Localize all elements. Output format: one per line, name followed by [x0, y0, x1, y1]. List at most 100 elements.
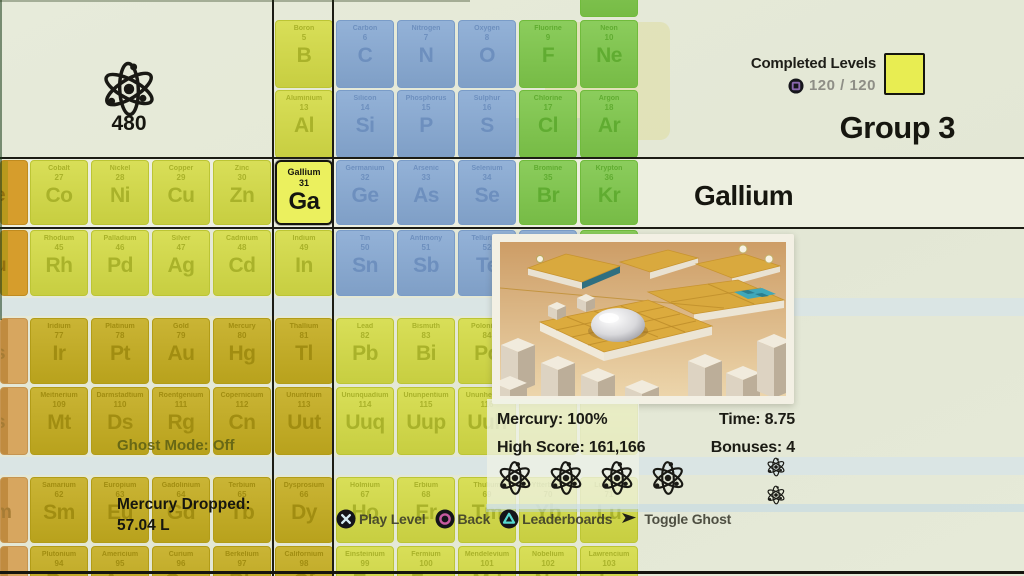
element-tile-c[interactable]: Carbon 6 C [336, 20, 394, 88]
element-tile-pd[interactable]: Palladium 46 Pd [91, 230, 149, 296]
element-tile-bi[interactable]: Bismuth 83 Bi [397, 318, 455, 384]
element-name: Gallium [287, 167, 321, 177]
element-tile-uut[interactable]: Ununtrium 113 Uut [275, 387, 333, 455]
element-tile-ga[interactable]: Gallium 31 Ga [275, 160, 333, 225]
element-symbol: N [418, 44, 434, 67]
element-tile-tb[interactable]: Terbium 65 Tb [213, 477, 271, 543]
bonus-atom-icon [766, 485, 786, 510]
element-number: 67 [360, 490, 370, 499]
element-tile-ag[interactable]: Silver 47 Ag [152, 230, 210, 296]
element-symbol: Br [536, 184, 560, 207]
element-name: Palladium [103, 235, 137, 242]
element-tile-cu[interactable]: Copper 29 Cu [152, 160, 210, 225]
element-tile-partial[interactable]: u [0, 230, 28, 296]
level-preview-scene [500, 242, 786, 396]
leaderboards-button[interactable]: Leaderboards [499, 509, 613, 529]
element-tile-al[interactable]: Aluminium 13 Al [275, 90, 333, 158]
element-tile-eu[interactable]: Europium 63 Eu [91, 477, 149, 543]
element-tile-partial[interactable]: e [0, 160, 28, 225]
element-symbol: Ag [167, 254, 196, 277]
element-tile-ge[interactable]: Germanium 32 Ge [336, 160, 394, 225]
element-number: 29 [176, 173, 186, 182]
element-symbol: Eu [107, 501, 133, 524]
element-tile-tl[interactable]: Thallium 81 Tl [275, 318, 333, 384]
element-tile-n[interactable]: Nitrogen 7 N [397, 20, 455, 88]
element-tile-zn[interactable]: Zinc 30 Zn [213, 160, 271, 225]
element-tile-hg[interactable]: Mercury 80 Hg [213, 318, 271, 384]
element-tile-kr[interactable]: Krypton 36 Kr [580, 160, 638, 225]
element-tile-partial[interactable]: m [0, 477, 28, 543]
element-tile-sb[interactable]: Antimony 51 Sb [397, 230, 455, 296]
element-tile-uup[interactable]: Ununpentium 115 Uup [397, 387, 455, 455]
element-tile-se[interactable]: Selenium 34 Se [458, 160, 516, 225]
element-tile-gd[interactable]: Gadolinium 64 Gd [152, 477, 210, 543]
element-tile-o[interactable]: Oxygen 8 O [458, 20, 516, 88]
time-stat: Time: 8.75 [719, 411, 795, 428]
element-number: 115 [419, 400, 433, 409]
prompt-label: Leaderboards [522, 511, 613, 527]
element-tile-p[interactable]: Phosphorus 15 P [397, 90, 455, 158]
bonus-atom-icon [766, 457, 786, 482]
element-tile-dy[interactable]: Dysprosium 66 Dy [275, 477, 333, 543]
element-tile-uuq[interactable]: Ununquadium 114 Uuq [336, 387, 394, 455]
selected-element-title: Gallium [694, 180, 794, 211]
element-tile-partial[interactable]: s [0, 318, 28, 384]
element-symbol: Ni [110, 184, 131, 207]
play-level-button[interactable]: Play Level [336, 509, 426, 529]
element-symbol-fragment: s [1, 412, 27, 434]
element-symbol: Zn [229, 184, 255, 207]
element-name: Argon [598, 95, 620, 102]
element-name: Ununhexium [465, 392, 509, 399]
element-symbol: Cn [228, 411, 257, 434]
element-symbol-fragment: m [1, 502, 27, 524]
element-tile-pb[interactable]: Lead 82 Pb [336, 318, 394, 384]
element-tile-pt[interactable]: Platinum 78 Pt [91, 318, 149, 384]
element-tile-si[interactable]: Silicon 14 Si [336, 90, 394, 158]
element-name: Erbium [413, 482, 439, 489]
element-tile-cl[interactable]: Chlorine 17 Cl [519, 90, 577, 158]
element-tile-rh[interactable]: Rhodium 45 Rh [30, 230, 88, 296]
element-tile-br[interactable]: Bromine 35 Br [519, 160, 577, 225]
element-tile-as[interactable]: Arsenic 33 As [397, 160, 455, 225]
element-symbol: Cu [167, 184, 196, 207]
back-button[interactable]: Back [435, 509, 490, 529]
element-tile-partial[interactable]: s [0, 387, 28, 455]
element-number: 49 [299, 243, 309, 252]
flag-icon [621, 509, 641, 529]
element-name: Arsenic [413, 165, 439, 172]
element-tile-ir[interactable]: Iridium 77 Ir [30, 318, 88, 384]
element-tile-co[interactable]: Cobalt 27 Co [30, 160, 88, 225]
element-name: Californium [284, 551, 324, 558]
element-tile-rg[interactable]: Roentgenium 111 Rg [152, 387, 210, 455]
element-tile-s[interactable]: Sulphur 16 S [458, 90, 516, 158]
element-tile-sn[interactable]: Tin 50 Sn [336, 230, 394, 296]
element-symbol-fragment: s [1, 343, 27, 365]
highlight-band [486, 504, 1024, 512]
element-tile-f[interactable]: Fluorine 9 F [519, 20, 577, 88]
element-tile-cd[interactable]: Cadmium 48 Cd [213, 230, 271, 296]
completion-atom-icon [497, 460, 533, 501]
element-tile-ni[interactable]: Nickel 28 Ni [91, 160, 149, 225]
element-tile-ne[interactable]: Neon 10 Ne [580, 20, 638, 88]
element-tile-b[interactable]: Boron 5 B [275, 20, 333, 88]
element-symbol: Rh [45, 254, 74, 277]
element-tile-cn[interactable]: Copernicium 112 Cn [213, 387, 271, 455]
element-number: 34 [482, 173, 492, 182]
element-name: Americium [101, 551, 139, 558]
element-tile-ar[interactable]: Argon 18 Ar [580, 90, 638, 158]
mercury-blob [591, 308, 645, 342]
element-number: 99 [360, 559, 370, 568]
element-tile-sm[interactable]: Samarium 62 Sm [30, 477, 88, 543]
element-name: Nitrogen [411, 25, 441, 32]
element-number: 36 [604, 173, 614, 182]
group-column-line-right [332, 0, 334, 576]
element-name: Cobalt [48, 165, 70, 172]
toggle-ghost-button[interactable]: Toggle Ghost [621, 509, 731, 529]
element-tile-ds[interactable]: Darmstadtium 110 Ds [91, 387, 149, 455]
element-tile-partial[interactable] [580, 0, 638, 17]
element-tile-in[interactable]: Indium 49 In [275, 230, 333, 296]
element-tile-mt[interactable]: Meitnerium 109 Mt [30, 387, 88, 455]
element-symbol: As [413, 184, 439, 207]
element-tile-au[interactable]: Gold 79 Au [152, 318, 210, 384]
element-name: Germanium [345, 165, 385, 172]
